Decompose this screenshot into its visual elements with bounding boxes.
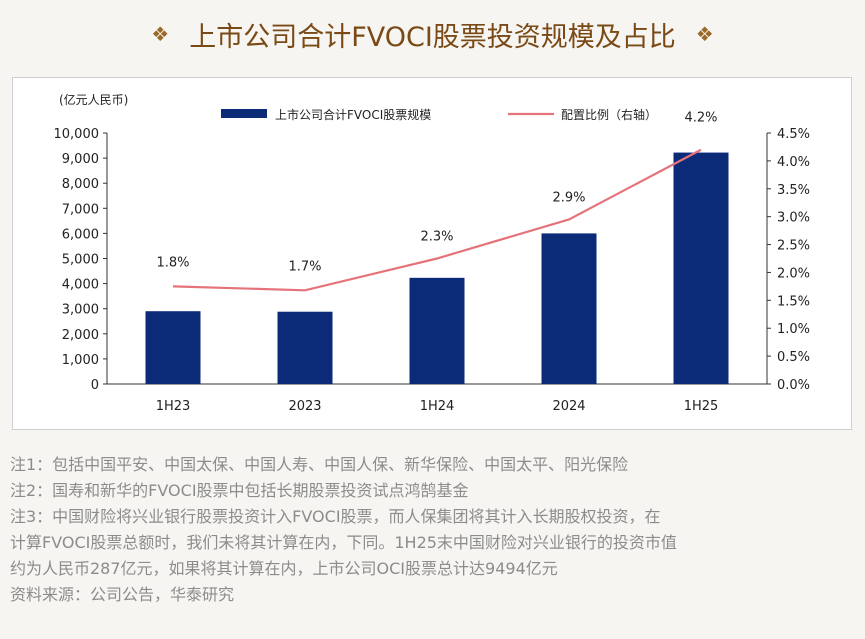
data-label: 1.7% (288, 259, 321, 274)
note-line: 计算FVOCI股票总额时，我们未将其计算在内，下同。1H25末中国财险对兴业银行… (10, 533, 677, 552)
bar (145, 311, 201, 384)
x-tick-label: 1H24 (420, 399, 455, 414)
note-line: 注1：包括中国平安、中国太保、中国人寿、中国人保、新华保险、中国太平、阳光保险 (10, 455, 629, 474)
data-label: 1.8% (156, 255, 189, 270)
x-tick-label: 2024 (552, 399, 585, 414)
y2-tick-label: 3.5% (777, 183, 810, 198)
y-tick-label: 2,000 (62, 328, 99, 343)
y-tick-label: 10,000 (54, 127, 100, 142)
note-line: 注3：中国财险将兴业银行股票投资计入FVOCI股票，而人保集团将其计入长期股权投… (10, 507, 661, 526)
y-tick-label: 7,000 (62, 202, 99, 217)
x-tick-label: 2023 (288, 399, 321, 414)
chart-title: 上市公司合计FVOCI股票投资规模及占比 (189, 21, 676, 53)
y-tick-label: 6,000 (62, 227, 99, 242)
x-tick-label: 1H25 (684, 399, 719, 414)
bar (541, 233, 597, 384)
ratio-line (172, 148, 702, 292)
legend-bar-label: 上市公司合计FVOCI股票规模 (275, 107, 431, 122)
title-bar: ❖ 上市公司合计FVOCI股票投资规模及占比 ❖ (0, 6, 865, 62)
y2-tick-label: 1.5% (777, 294, 810, 309)
notes-section: 注1：包括中国平安、中国太保、中国人寿、中国人保、新华保险、中国太平、阳光保险 … (10, 452, 855, 608)
y2-tick-label: 4.0% (777, 155, 810, 170)
y-tick-label: 8,000 (62, 177, 99, 192)
y-tick-label: 3,000 (62, 303, 99, 318)
bar (409, 277, 465, 384)
data-label: 2.3% (420, 230, 453, 245)
note-line: 约为人民币287亿元，如果将其计算在内，上市公司OCI股票总计达9494亿元 (10, 559, 558, 578)
bar (673, 152, 729, 384)
y2-tick-label: 1.0% (777, 322, 810, 337)
y-tick-label: 9,000 (62, 152, 99, 167)
y2-tick-label: 2.5% (777, 239, 810, 254)
y-tick-label: 0 (91, 378, 99, 393)
legend-line-label: 配置比例（右轴） (561, 107, 657, 122)
y-tick-label: 5,000 (62, 253, 99, 268)
x-tick-label: 1H23 (156, 399, 191, 414)
y2-tick-label: 2.0% (777, 266, 810, 281)
legend-bar-swatch (221, 109, 267, 118)
data-label: 4.2% (684, 111, 717, 126)
combo-chart: 10,000 9,000 8,000 7,000 6,000 5,000 4,000 3,00… (54, 92, 811, 414)
source-line: 资料来源：公司公告，华泰研究 (10, 585, 235, 604)
y2-tick-label: 0.5% (777, 350, 810, 365)
y-tick-label: 1,000 (62, 353, 99, 368)
chart-panel: 10,000 9,000 8,000 7,000 6,000 5,000 4,000 3,00… (12, 77, 852, 430)
y2-tick-label: 0.0% (777, 378, 810, 393)
y2-tick-label: 4.5% (777, 127, 810, 142)
data-label: 2.9% (552, 190, 585, 205)
bar (277, 311, 333, 384)
y-axis-title: (亿元人民币) (59, 92, 128, 107)
ornament-left-icon: ❖ (151, 22, 170, 46)
y2-tick-label: 3.0% (777, 211, 810, 226)
ornament-right-icon: ❖ (695, 22, 714, 46)
note-line: 注2：国寿和新华的FVOCI股票中包括长期股票投资试点鸿鹄基金 (10, 481, 469, 500)
y-tick-label: 4,000 (62, 278, 99, 293)
